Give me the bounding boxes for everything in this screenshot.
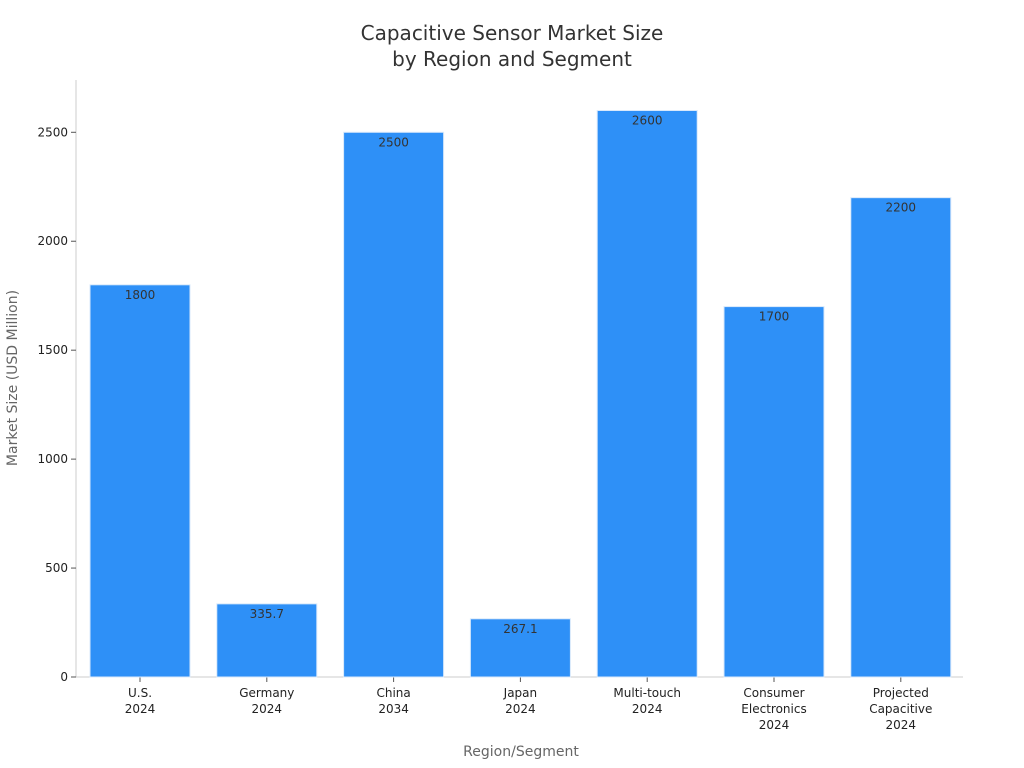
bar bbox=[89, 284, 191, 678]
bar bbox=[723, 306, 825, 678]
x-tick-label-line: 2024 bbox=[125, 702, 156, 716]
x-tick-label-line: Electronics bbox=[741, 702, 806, 716]
axes bbox=[71, 80, 963, 682]
chart-title-line-1: Capacitive Sensor Market Size bbox=[361, 21, 664, 45]
x-tick-label-line: U.S. bbox=[128, 686, 152, 700]
bar bbox=[216, 603, 318, 678]
x-tick-label-line: 2034 bbox=[378, 702, 409, 716]
y-axis-label: Market Size (USD Million) bbox=[5, 290, 21, 466]
x-tick-label-line: Projected bbox=[873, 686, 929, 700]
x-tick-label: Multi-touch 2024 bbox=[613, 686, 681, 716]
x-tick-label-line: Japan bbox=[503, 686, 537, 700]
bar bbox=[469, 618, 571, 678]
x-tick-label-line: Multi-touch bbox=[613, 686, 681, 700]
x-tick-label: China 2034 bbox=[376, 686, 410, 716]
y-tick-label: 1000 bbox=[37, 452, 68, 466]
bar bbox=[850, 197, 952, 678]
y-tick-label: 0 bbox=[60, 670, 68, 684]
bar-value-label: 2600 bbox=[632, 114, 663, 128]
x-tick-label-line: 2024 bbox=[759, 718, 790, 732]
x-tick-label: Consumer Electronics 2024 bbox=[741, 686, 806, 732]
x-tick-label-line: 2024 bbox=[505, 702, 536, 716]
x-tick-label-line: Germany bbox=[239, 686, 294, 700]
bar-value-label: 267.1 bbox=[503, 622, 537, 636]
chart-title: Capacitive Sensor Market Size by Region … bbox=[361, 21, 664, 71]
x-tick-label: U.S. 2024 bbox=[125, 686, 156, 716]
x-tick-label-line: China bbox=[376, 686, 410, 700]
bar-value-label: 1800 bbox=[125, 288, 156, 302]
y-tick-label: 2000 bbox=[37, 234, 68, 248]
x-axis-label: Region/Segment bbox=[463, 744, 579, 760]
y-tick-label: 500 bbox=[45, 561, 68, 575]
bar-value-label: 335.7 bbox=[250, 607, 284, 621]
y-tick-label: 2500 bbox=[37, 125, 68, 139]
x-tick-label: Projected Capacitive 2024 bbox=[869, 686, 932, 732]
x-tick-label-line: Consumer bbox=[743, 686, 804, 700]
data-labels: 1800 335.7 2500 267.1 2600 1700 2200 bbox=[125, 114, 916, 636]
bar-value-label: 2200 bbox=[886, 201, 917, 215]
bar-value-label: 1700 bbox=[759, 310, 790, 324]
y-tick-label: 1500 bbox=[37, 343, 68, 357]
x-tick-label-line: 2024 bbox=[252, 702, 283, 716]
x-tick-label-line: 2024 bbox=[632, 702, 663, 716]
chart-title-line-2: by Region and Segment bbox=[392, 47, 632, 71]
x-tick-label-line: Capacitive bbox=[869, 702, 932, 716]
x-tick-label-line: 2024 bbox=[886, 718, 917, 732]
bar bbox=[596, 110, 698, 678]
x-tick-label: Japan 2024 bbox=[503, 686, 537, 716]
bar-value-label: 2500 bbox=[378, 135, 409, 149]
x-tick-label: Germany 2024 bbox=[239, 686, 294, 716]
bars bbox=[89, 110, 952, 678]
bar bbox=[343, 131, 445, 678]
